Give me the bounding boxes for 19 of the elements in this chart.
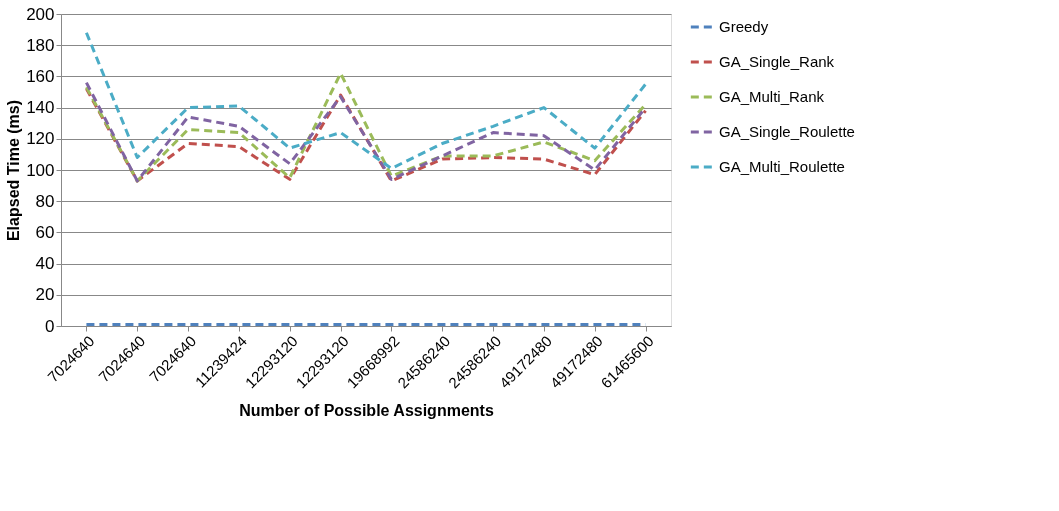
y-tick-label: 140 bbox=[26, 98, 55, 118]
y-tick-label: 120 bbox=[26, 129, 55, 149]
legend-label: GA_Single_Rank bbox=[719, 53, 835, 70]
y-tick-label: 40 bbox=[35, 254, 55, 274]
legend-label: GA_Multi_Roulette bbox=[719, 158, 845, 175]
y-tick-label: 0 bbox=[45, 316, 55, 336]
line-series bbox=[84, 31, 648, 170]
y-tick-label: 60 bbox=[35, 222, 55, 242]
x-axis-title: Number of Possible Assignments bbox=[239, 402, 494, 420]
y-tick-label: 100 bbox=[26, 160, 55, 180]
y-tick-label: 180 bbox=[26, 35, 55, 55]
y-tick-label: 20 bbox=[35, 285, 55, 305]
y-tick-label: 200 bbox=[26, 4, 55, 24]
y-tick-label: 160 bbox=[26, 66, 55, 86]
legend-label: Greedy bbox=[719, 18, 769, 35]
y-tick-label: 80 bbox=[35, 191, 55, 211]
legend-label: GA_Multi_Rank bbox=[719, 88, 825, 105]
legend-label: GA_Single_Roulette bbox=[719, 123, 855, 140]
y-axis-title: Elapsed Time (ms) bbox=[5, 99, 23, 242]
